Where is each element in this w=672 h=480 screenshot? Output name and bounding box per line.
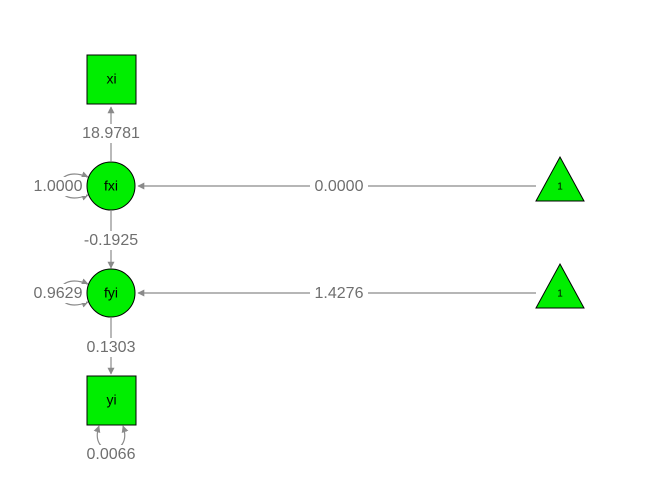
node-fyi-label: fyi [104, 285, 118, 301]
label-const-to-fxi-text: 0.0000 [315, 178, 364, 195]
label-fxi-to-xi: 18.9781 [78, 124, 144, 143]
label-fyi-to-yi-text: 0.1303 [87, 339, 136, 356]
label-fxi-variance: 1.0000 [30, 177, 86, 196]
label-fxi-to-xi-text: 18.9781 [82, 125, 140, 142]
label-const-to-fxi: 0.0000 [310, 177, 368, 196]
node-const-fyi-label: 1 [557, 289, 563, 300]
label-fxi-variance-text: 1.0000 [34, 178, 83, 195]
node-const-fyi: 1 [535, 262, 585, 309]
node-yi-label: yi [106, 392, 116, 408]
label-const-to-fyi: 1.4276 [310, 284, 368, 303]
label-yi-variance: 0.0066 [83, 445, 139, 464]
node-xi: xi [86, 54, 137, 105]
node-const-fxi-label: 1 [557, 182, 563, 193]
label-const-to-fyi-text: 1.4276 [315, 285, 364, 302]
node-yi: yi [86, 375, 137, 426]
label-fyi-variance: 0.9629 [30, 284, 86, 303]
node-xi-label: xi [106, 71, 116, 87]
node-const-fxi: 1 [535, 155, 585, 202]
label-fyi-variance-text: 0.9629 [34, 285, 83, 302]
node-fxi-label: fxi [104, 178, 118, 194]
label-fyi-to-yi: 0.1303 [83, 338, 139, 357]
node-fxi: fxi [86, 161, 136, 211]
label-fxi-to-fyi-text: -0.1925 [84, 232, 138, 249]
label-yi-variance-text: 0.0066 [87, 446, 136, 463]
node-fyi: fyi [86, 268, 136, 318]
label-fxi-to-fyi: -0.1925 [79, 231, 143, 250]
